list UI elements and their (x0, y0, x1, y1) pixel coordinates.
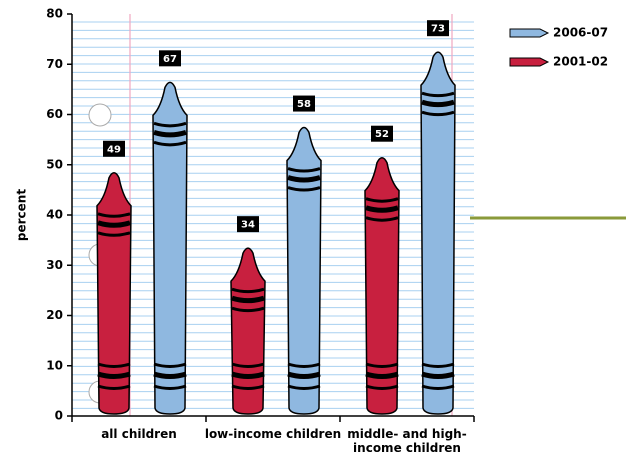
y-tick-label: 10 (46, 358, 63, 372)
y-tick-label: 70 (46, 57, 63, 71)
value-label: 73 (431, 24, 445, 35)
bar (286, 126, 322, 415)
y-axis-label: percent (15, 189, 29, 241)
bar (364, 156, 400, 415)
crayon-stripe (365, 362, 399, 368)
y-tick-label: 20 (46, 308, 63, 322)
value-label: 34 (241, 220, 255, 231)
value-label: 58 (297, 99, 311, 110)
value-label: 67 (163, 54, 177, 65)
crayon-stripe (153, 362, 187, 368)
crayon-stripe (421, 91, 455, 98)
legend-swatch (509, 57, 550, 67)
value-label: 52 (375, 129, 389, 140)
crayon-stripe (97, 362, 131, 368)
crayon-stripe (287, 186, 321, 192)
x-tick-label: low-income children (204, 427, 342, 441)
crayon-stripe (231, 371, 265, 379)
x-tick-label: all children (101, 427, 177, 441)
crayon-stripe (153, 129, 187, 138)
notebook-paper (72, 21, 474, 409)
crayon-stripe (153, 140, 187, 147)
legend-label: 2006-07 (553, 26, 608, 40)
crayon-stripe (365, 371, 399, 379)
crayon-stripe (97, 231, 131, 237)
y-tick-label: 30 (46, 258, 63, 272)
bar (420, 51, 456, 415)
x-tick-label: middle- and high-income children (347, 427, 467, 455)
value-label-box (427, 20, 449, 37)
value-label-box (159, 50, 181, 67)
paper-hole (88, 103, 112, 127)
crayon-stripe (421, 110, 455, 117)
value-label-box (371, 125, 393, 142)
crayon-stripe (287, 167, 321, 173)
y-tick-label: 0 (55, 409, 63, 423)
crayon-stripe (287, 362, 321, 368)
crayon-stripe (97, 212, 131, 218)
y-tick-label: 50 (46, 157, 63, 171)
crayon-stripe (365, 197, 399, 203)
crayon-stripe (365, 384, 399, 390)
value-label: 49 (107, 144, 121, 155)
crayon-stripe (365, 205, 399, 213)
crayon-stripe (97, 220, 131, 228)
crayon-stripe (287, 371, 321, 379)
crayon-stripe (231, 295, 265, 304)
crayon-stripe (287, 384, 321, 390)
crayon-stripe (365, 216, 399, 222)
crayon-stripe (231, 287, 265, 294)
crayon-stripe (421, 99, 455, 108)
crayon-stripe (97, 371, 131, 379)
crayon-stripe (421, 384, 455, 390)
crayon-stripe (153, 384, 187, 390)
y-tick-label: 80 (46, 7, 63, 21)
crayon-stripe (421, 362, 455, 368)
value-label-box (103, 140, 125, 157)
y-tick-label: 60 (46, 107, 63, 121)
bar (152, 81, 188, 415)
crayon-stripe (287, 175, 321, 183)
y-tick-label: 40 (46, 208, 63, 222)
crayon-stripe (421, 371, 455, 379)
value-label-box (293, 95, 315, 112)
crayon-stripe (153, 121, 187, 128)
value-label-box (237, 216, 259, 233)
crayon-stripe (231, 362, 265, 368)
legend-label: 2001-02 (553, 55, 608, 69)
crayon-stripe (231, 384, 265, 390)
legend-swatch (509, 28, 550, 38)
crayon-stripe (97, 384, 131, 390)
crayon-stripe (231, 306, 265, 313)
crayon-stripe (153, 371, 187, 379)
